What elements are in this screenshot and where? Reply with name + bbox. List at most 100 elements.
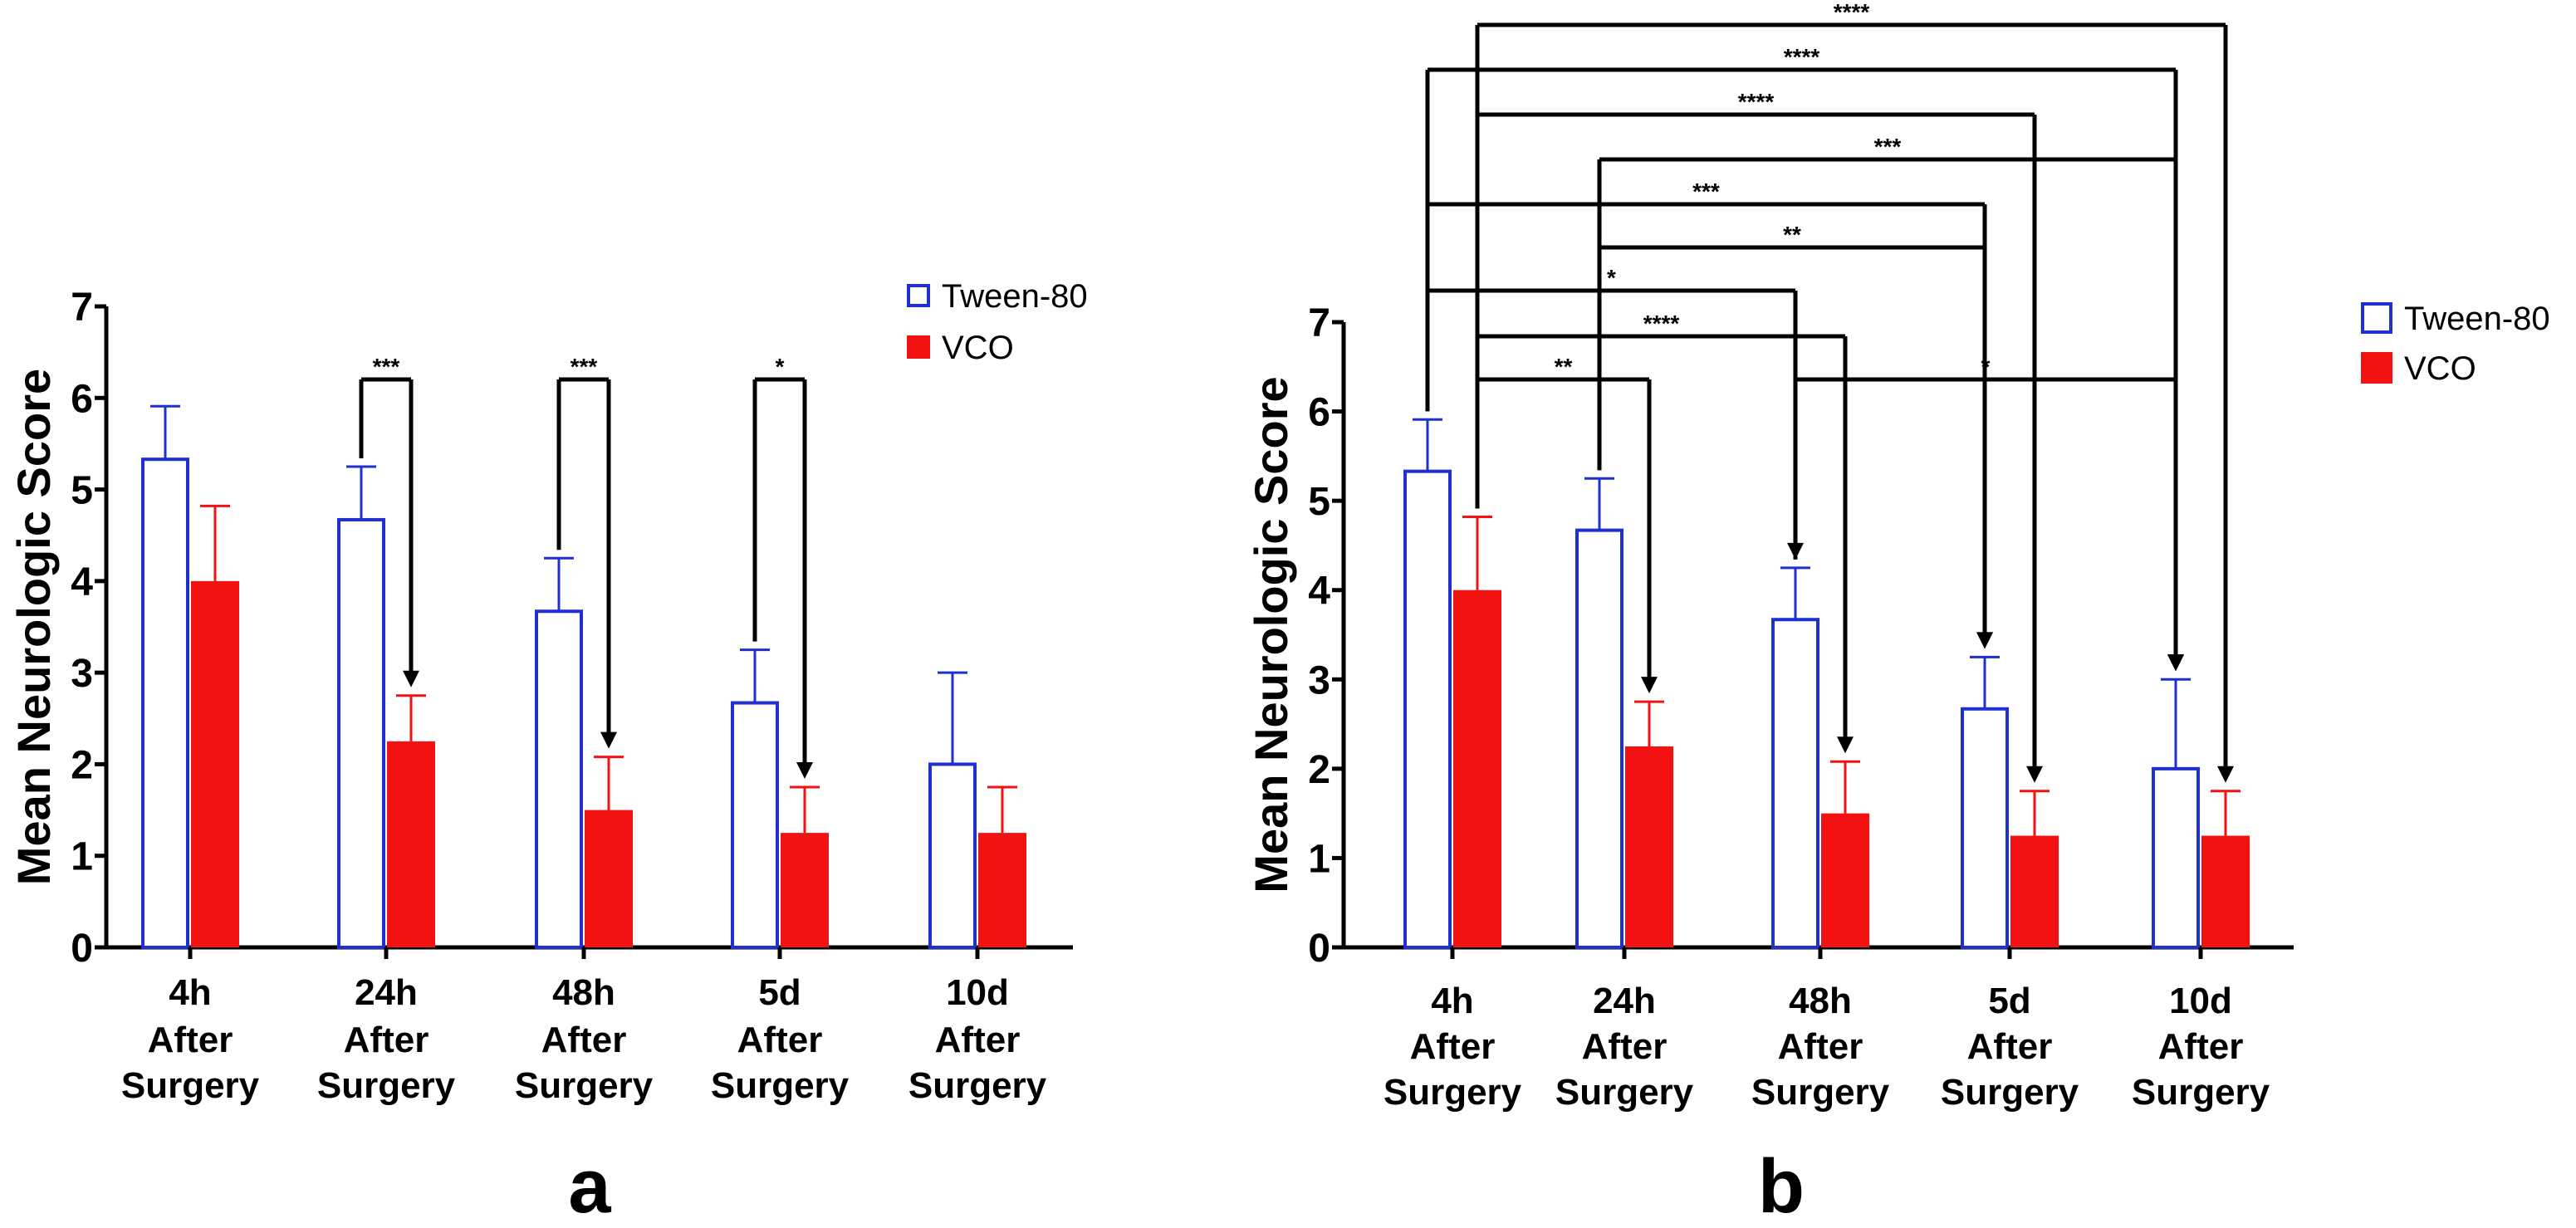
y-tick-label: 2 — [1308, 748, 1330, 792]
y-axis-title: Mean Neurologic Score — [7, 369, 60, 885]
bar-vco — [1453, 590, 1501, 947]
y-tick-label: 5 — [1308, 480, 1330, 524]
x-tick-label: After — [935, 1020, 1021, 1060]
y-tick-label: 4 — [1308, 570, 1330, 614]
sig-arrowhead — [796, 762, 813, 779]
x-tick-label: 4h — [169, 972, 211, 1013]
x-tick-label: 10d — [2169, 981, 2232, 1021]
y-tick-label: 1 — [71, 835, 93, 879]
x-tick-label: Surgery — [908, 1065, 1047, 1106]
sig-label: ** — [1783, 222, 1801, 247]
sig-arrowhead — [1837, 736, 1854, 754]
x-tick-label: Surgery — [1383, 1072, 1522, 1113]
x-tick-label: Surgery — [1555, 1072, 1694, 1113]
sig-arrowhead — [2026, 766, 2043, 783]
y-tick-label: 7 — [1308, 301, 1330, 345]
sig-arrowhead — [2167, 654, 2184, 672]
x-tick-label: Surgery — [121, 1065, 260, 1106]
x-tick-label: 24h — [355, 972, 418, 1013]
bar-tween — [141, 457, 189, 949]
x-tick-label: After — [541, 1020, 627, 1060]
y-axis-title: Mean Neurologic Score — [1245, 376, 1297, 893]
x-tick-label: After — [1582, 1026, 1668, 1067]
sig-label: * — [1607, 265, 1616, 291]
x-tick-label: After — [148, 1020, 233, 1060]
bar-vco — [2201, 835, 2250, 947]
bar-tween — [337, 517, 385, 949]
sig-arrowhead — [1976, 632, 1993, 649]
sig-arrowhead — [1641, 677, 1658, 694]
y-tick-label: 0 — [71, 927, 93, 971]
bar-vco — [781, 833, 829, 947]
x-tick-label: After — [1410, 1026, 1496, 1067]
x-tick-label: Surgery — [515, 1065, 654, 1106]
bar-tween — [731, 701, 779, 950]
x-tick-label: Surgery — [2132, 1072, 2270, 1113]
bar-vco — [585, 810, 633, 947]
x-tick-label: 24h — [1593, 981, 1656, 1021]
bar-vco — [191, 580, 239, 947]
x-tick-label: After — [1967, 1026, 2053, 1067]
bar-tween — [1961, 707, 2009, 950]
x-tick-label: Surgery — [317, 1065, 456, 1106]
y-tick-label: 3 — [1308, 658, 1330, 702]
x-tick-label: Surgery — [711, 1065, 850, 1106]
x-tick-label: 5d — [1988, 981, 2030, 1021]
sig-arrowhead — [2217, 766, 2234, 783]
bar-tween — [535, 609, 583, 949]
sig-label: *** — [571, 354, 598, 379]
bar-tween — [2152, 766, 2200, 949]
sig-label: ** — [1555, 354, 1573, 379]
bar-tween — [1575, 528, 1623, 949]
x-tick-label: Surgery — [1941, 1072, 2079, 1113]
bar-tween — [928, 762, 977, 950]
sig-label: *** — [1874, 134, 1902, 159]
bar-vco — [387, 741, 435, 947]
y-tick-label: 1 — [1308, 837, 1330, 881]
x-tick-label: After — [2158, 1026, 2244, 1067]
sig-arrowhead — [403, 670, 419, 687]
y-tick-label: 2 — [71, 743, 93, 787]
y-tick-label: 6 — [71, 377, 93, 421]
bar-vco — [978, 833, 1026, 947]
bar-vco — [1821, 813, 1869, 947]
legend-swatch-vco — [907, 335, 930, 359]
bar-vco — [2010, 835, 2059, 947]
x-tick-label: 48h — [552, 972, 615, 1013]
y-tick-label: 5 — [71, 469, 93, 513]
legend-swatch-vco — [2361, 352, 2392, 384]
panel-a-label: a — [568, 1144, 611, 1228]
x-tick-label: After — [1778, 1026, 1863, 1067]
sig-label: **** — [1738, 89, 1775, 115]
x-tick-label: 5d — [758, 972, 801, 1013]
x-tick-label: After — [737, 1020, 823, 1060]
sig-label: *** — [373, 354, 400, 379]
x-tick-label: 4h — [1431, 981, 1473, 1021]
x-tick-label: 10d — [946, 972, 1009, 1013]
legend-swatch-tween — [907, 284, 930, 307]
x-tick-label: 48h — [1789, 981, 1852, 1021]
sig-label: **** — [1643, 311, 1680, 336]
sig-arrowhead — [600, 731, 617, 749]
sig-label: *** — [1692, 179, 1720, 204]
sig-label: **** — [1784, 44, 1820, 70]
sig-label: * — [1981, 354, 1991, 379]
y-tick-label: 3 — [71, 652, 93, 696]
legend-label-vco: VCO — [942, 330, 1014, 366]
sig-label: * — [776, 354, 785, 379]
bar-vco — [1625, 746, 1673, 947]
x-tick-label: After — [344, 1020, 429, 1060]
legend-label-vco: VCO — [2404, 350, 2476, 387]
legend-label-tween: Tween-80 — [2404, 301, 2550, 337]
bar-tween — [1771, 618, 1819, 949]
bar-tween — [1403, 469, 1452, 949]
sig-label: **** — [1834, 0, 1870, 25]
y-tick-label: 0 — [1308, 927, 1330, 971]
y-tick-label: 6 — [1308, 391, 1330, 435]
x-tick-label: Surgery — [1751, 1072, 1890, 1113]
legend-swatch-tween — [2361, 302, 2392, 334]
y-tick-label: 4 — [71, 560, 93, 604]
